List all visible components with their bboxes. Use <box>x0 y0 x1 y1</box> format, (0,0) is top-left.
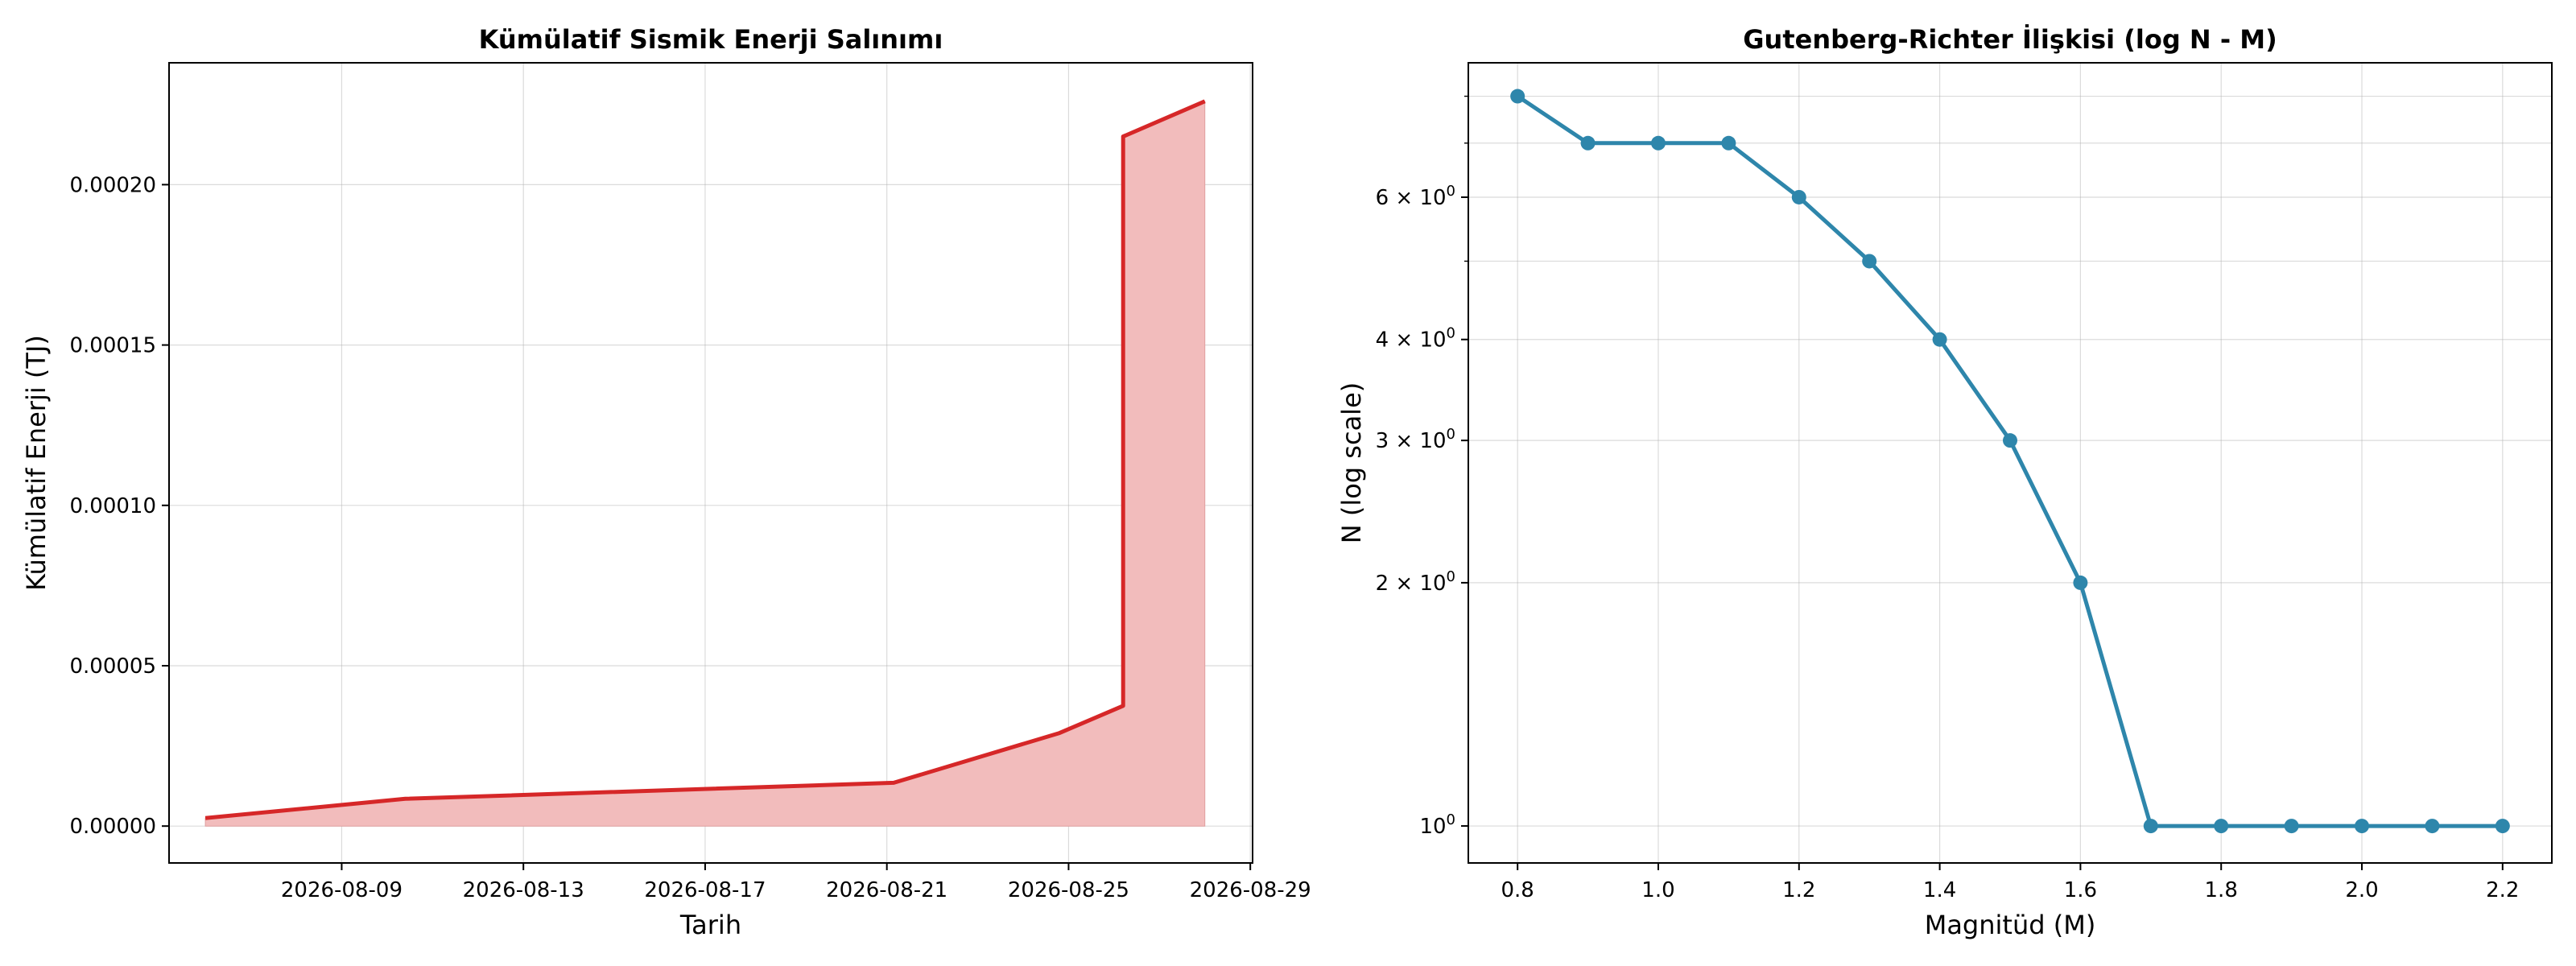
gr-y-tick-base: 2 × 10 <box>1376 572 1447 596</box>
gr-y-tick-exp: 0 <box>1447 568 1455 585</box>
gr-x-tick-label: 2.0 <box>2345 878 2378 902</box>
gr-data-point <box>1791 189 1806 204</box>
energy-chart-title: Kümülatif Sismik Enerji Salınımı <box>479 24 943 55</box>
gr-data-point <box>1862 254 1877 269</box>
energy-series-line <box>204 99 1206 820</box>
gr-data-point <box>2425 819 2440 834</box>
gr-series-line <box>1516 94 2503 828</box>
gr-data-point <box>2003 433 2017 448</box>
gr-chart-grid <box>1468 63 2552 863</box>
energy-x-tick-label: 2026-08-17 <box>644 878 766 902</box>
energy-y-tick-label: 0.00005 <box>69 654 156 679</box>
gr-x-axis: 0.8 1.0 1.2 1.4 1.6 1.8 2.0 2.2 <box>1501 863 2519 902</box>
energy-x-tick-label: 2026-08-25 <box>1008 878 1129 902</box>
gr-x-tick-label: 0.8 <box>1501 878 1534 902</box>
gr-series-markers <box>1510 89 2510 834</box>
gr-x-axis-label: Magnitüd (M) <box>1925 910 2096 940</box>
gr-y-tick-base: 4 × 10 <box>1376 328 1447 353</box>
energy-x-tick-label: 2026-08-29 <box>1190 878 1311 902</box>
energy-x-axis-label: Tarih <box>679 910 741 940</box>
gr-y-tick-label: 6 × 100 <box>1376 183 1455 210</box>
energy-x-axis: 2026-08-09 2026-08-13 2026-08-17 2026-08-21… <box>281 863 1311 902</box>
gr-x-tick-label: 1.2 <box>1782 878 1815 902</box>
gr-data-point <box>1932 332 1947 347</box>
gr-y-tick-base: 6 × 10 <box>1376 186 1447 210</box>
energy-x-tick-label: 2026-08-21 <box>826 878 947 902</box>
energy-y-tick-label: 0.00020 <box>69 173 156 197</box>
energy-y-tick-label: 0.00000 <box>69 815 156 839</box>
gr-data-point <box>2214 819 2229 834</box>
gr-data-point <box>1510 89 1525 104</box>
gr-data-point <box>2355 819 2370 834</box>
gr-data-point <box>2073 575 2088 590</box>
gr-y-axis-label: N (log scale) <box>1336 382 1367 543</box>
energy-y-tick-label: 0.00010 <box>69 494 156 518</box>
gr-x-tick-label: 1.8 <box>2205 878 2238 902</box>
gr-data-point <box>2143 819 2158 834</box>
gr-x-tick-label: 1.0 <box>1641 878 1674 902</box>
gr-y-tick-base: 10 <box>1419 815 1446 839</box>
gr-y-tick-label: 4 × 100 <box>1376 325 1455 353</box>
energy-y-axis-label: Kümülatif Enerji (TJ) <box>21 335 52 591</box>
gutenberg-richter-chart: Gutenberg-Richter İlişkisi (log N - M) 0… <box>1336 24 2553 940</box>
energy-chart: Kümülatif Sismik Enerji Salınımı 2026-08… <box>21 24 1311 940</box>
gr-y-tick-exp: 0 <box>1447 325 1455 342</box>
gr-chart-frame <box>1468 62 2553 864</box>
gr-x-tick-label: 2.2 <box>2486 878 2519 902</box>
energy-y-axis: 0.00000 0.00005 0.00010 0.00015 0.00020 <box>69 173 169 839</box>
gr-y-tick-exp: 0 <box>1447 426 1455 443</box>
energy-y-tick-label: 0.00015 <box>69 334 156 358</box>
energy-chart-frame <box>168 62 1253 864</box>
energy-x-tick-label: 2026-08-09 <box>281 878 402 902</box>
gr-y-tick-exp: 0 <box>1447 183 1455 200</box>
gr-data-point <box>1580 135 1596 151</box>
gr-y-tick-label: 100 <box>1419 811 1455 839</box>
energy-x-tick-label: 2026-08-13 <box>463 878 584 902</box>
gr-y-tick-base: 3 × 10 <box>1376 429 1447 453</box>
gr-x-tick-label: 1.4 <box>1923 878 1956 902</box>
gr-chart-title: Gutenberg-Richter İlişkisi (log N - M) <box>1743 24 2277 55</box>
gr-data-point <box>2284 819 2299 834</box>
gr-data-point <box>1721 135 1736 151</box>
gr-y-tick-label: 3 × 100 <box>1376 426 1455 453</box>
gr-data-point <box>1650 135 1666 151</box>
gr-y-tick-label: 2 × 100 <box>1376 568 1455 596</box>
gr-y-tick-exp: 0 <box>1447 811 1455 828</box>
gr-data-point <box>2495 819 2510 834</box>
gr-x-tick-label: 1.6 <box>2064 878 2097 902</box>
